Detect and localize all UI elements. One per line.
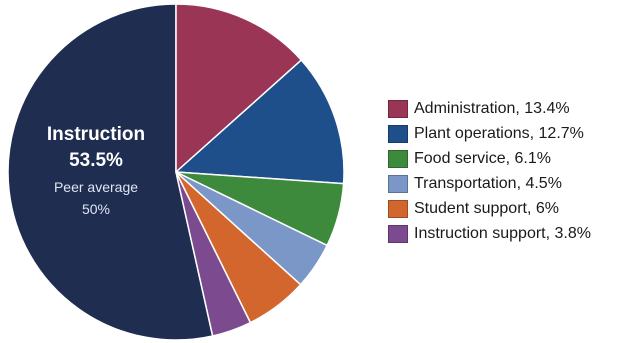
pie-slice-plant-operations xyxy=(175,59,345,185)
legend: Administration, 13.4% Plant operations, 1… xyxy=(388,96,591,246)
legend-label: Food service, 6.1% xyxy=(414,149,551,167)
legend-item: Plant operations, 12.7% xyxy=(388,121,591,146)
legend-item: Student support, 6% xyxy=(388,196,591,221)
legend-label: Plant operations, 12.7% xyxy=(414,124,584,142)
legend-item: Food service, 6.1% xyxy=(388,146,591,171)
pie-chart-svg: Instruction 53.5% Peer average 50% xyxy=(7,3,345,341)
pie-slice-instruction xyxy=(7,3,214,341)
legend-label: Transportation, 4.5% xyxy=(414,174,562,192)
legend-swatch xyxy=(388,124,408,143)
instruction-slice-labels: Instruction 53.5% Peer average 50% xyxy=(47,124,145,217)
legend-item: Instruction support, 3.8% xyxy=(388,221,591,246)
legend-swatch xyxy=(388,224,408,243)
legend-swatch xyxy=(388,99,408,118)
pie-slice-administration xyxy=(175,3,303,173)
legend-swatch xyxy=(388,199,408,218)
pie-slices xyxy=(7,3,345,341)
legend-label: Administration, 13.4% xyxy=(414,99,570,117)
legend-item: Administration, 13.4% xyxy=(388,96,591,121)
legend-label: Instruction support, 3.8% xyxy=(414,224,591,242)
instruction-value-label: 53.5% xyxy=(69,150,123,171)
pie-slice-instruction-support xyxy=(175,171,252,337)
legend-label: Student support, 6% xyxy=(414,199,559,217)
peer-average-label: Peer average xyxy=(54,179,138,195)
instruction-name-label: Instruction xyxy=(47,124,145,145)
peer-average-value: 50% xyxy=(82,201,110,217)
legend-item: Transportation, 4.5% xyxy=(388,171,591,196)
legend-swatch xyxy=(388,174,408,193)
legend-swatch xyxy=(388,149,408,168)
